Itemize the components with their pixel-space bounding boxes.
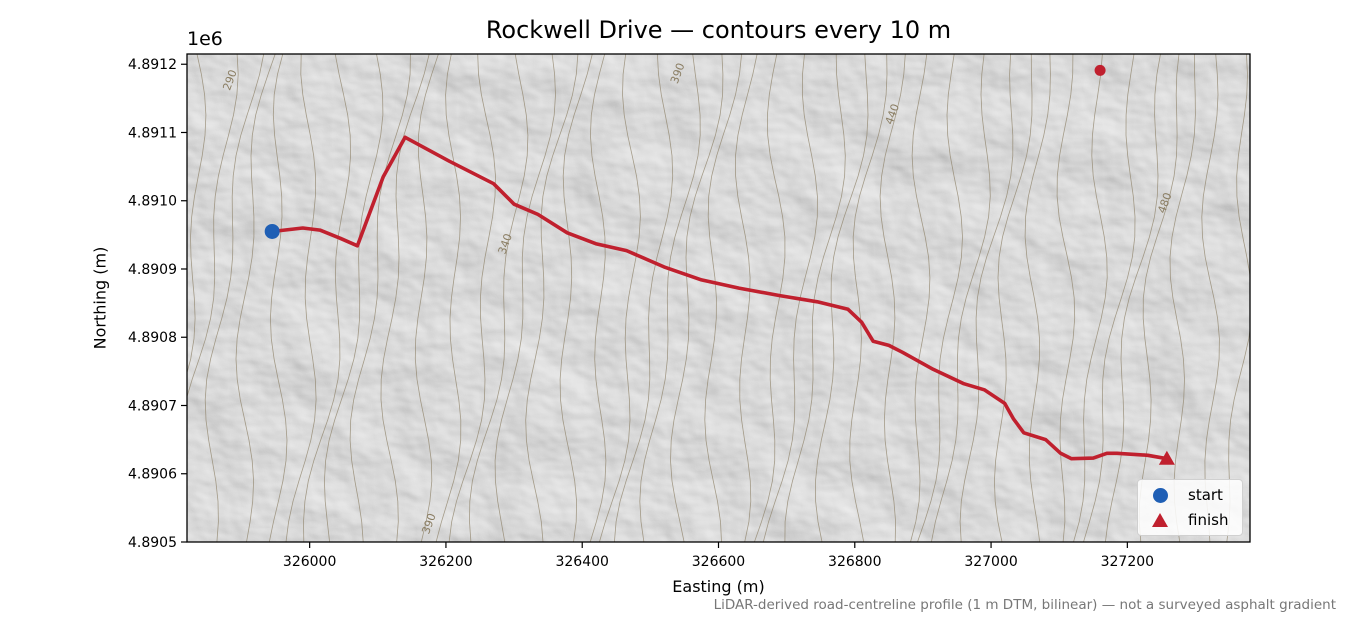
- legend-finish-marker: [1152, 513, 1168, 527]
- y-offset-label: 1e6: [187, 28, 223, 50]
- contour-line: [1105, 54, 1161, 542]
- series-layer: [264, 64, 1175, 465]
- contour-line: [599, 54, 641, 542]
- contour-line: [704, 54, 742, 542]
- contour-line: [323, 54, 384, 542]
- x-axis-label: Easting (m): [672, 577, 765, 596]
- contour-line: [435, 54, 462, 542]
- contour-line: [754, 54, 786, 542]
- y-tick-label: 4.8908: [128, 330, 177, 346]
- x-tick-label: 327000: [964, 554, 1017, 570]
- y-tick-label: 4.8910: [128, 194, 177, 210]
- contour-line: [204, 54, 265, 542]
- chart-title: Rockwell Drive — contours every 10 m: [485, 16, 952, 44]
- contour-line: [303, 54, 352, 542]
- x-tick-label: 327200: [1101, 554, 1154, 570]
- contour-line: [187, 54, 207, 375]
- x-tick-label: 326800: [828, 554, 881, 570]
- contour-line: [187, 54, 239, 399]
- poi-marker: [1094, 64, 1106, 76]
- contour-line: [931, 54, 991, 542]
- contour-line: [1073, 54, 1108, 542]
- contour-line: [448, 54, 496, 542]
- contour-line: [285, 54, 317, 542]
- contour-line: [879, 54, 906, 542]
- contour-line: [469, 54, 529, 542]
- y-tick-label: 4.8912: [128, 57, 177, 73]
- contour-line: [1169, 54, 1196, 542]
- footnote: LiDAR-derived road-centreline profile (1…: [713, 597, 1336, 613]
- contour-line: [959, 54, 1014, 542]
- legend-entry-finish: finish: [1150, 509, 1228, 531]
- contour-line: [815, 54, 869, 542]
- contour-line: [349, 54, 411, 542]
- hillshade-background: [187, 54, 1250, 542]
- x-axis-ticks: 326000 326200 326400 326600 326800 327000 3272…: [283, 542, 1154, 570]
- contour-line: [1024, 54, 1051, 542]
- contour-line: [525, 54, 579, 542]
- y-tick-label: 4.8906: [128, 467, 177, 483]
- y-tick-label: 4.8905: [128, 535, 177, 551]
- y-tick-label: 4.8907: [128, 398, 177, 414]
- contour-line: [268, 54, 288, 542]
- contour-line: [589, 54, 607, 542]
- legend-entry-start: start: [1150, 484, 1223, 506]
- contour-line: [1138, 54, 1180, 542]
- contour-line: [494, 54, 556, 542]
- legend: start finish: [1137, 479, 1243, 536]
- route-line: [270, 135, 1169, 461]
- y-tick-label: 4.8911: [128, 125, 177, 141]
- contour-line: [414, 54, 439, 542]
- start-marker: [264, 223, 280, 239]
- y-tick-label: 4.8909: [128, 262, 177, 278]
- x-tick-label: 326600: [692, 554, 745, 570]
- contour-line: [1083, 54, 1136, 542]
- contour-line: [614, 54, 674, 542]
- contour-line: [235, 54, 276, 542]
- contour-line: [559, 54, 593, 542]
- x-tick-label: 326200: [419, 554, 472, 570]
- contour-line: [917, 54, 963, 542]
- contour-line: [1056, 54, 1076, 542]
- contour-line: [670, 54, 724, 542]
- contour-line: [380, 54, 430, 542]
- contour-line: [910, 54, 931, 542]
- y-axis-ticks: 4.8905 4.8906 4.8907 4.8908 4.8909 4.8910 4.89…: [128, 57, 187, 551]
- legend-start-marker: [1153, 488, 1168, 503]
- x-tick-label: 326400: [555, 554, 608, 570]
- finish-marker: [1158, 450, 1175, 465]
- contour-line: [993, 54, 1033, 542]
- contour-line: [735, 54, 758, 542]
- terrain-relief: [187, 54, 1250, 542]
- contour-line: [639, 54, 701, 542]
- contour-line: [1226, 54, 1250, 542]
- legend-finish-label: finish: [1188, 511, 1229, 529]
- contour-line: [1201, 54, 1220, 542]
- legend-start-label: start: [1188, 486, 1223, 504]
- contour-line: [784, 54, 846, 542]
- contour-line: [849, 54, 888, 542]
- x-tick-label: 326000: [283, 554, 336, 570]
